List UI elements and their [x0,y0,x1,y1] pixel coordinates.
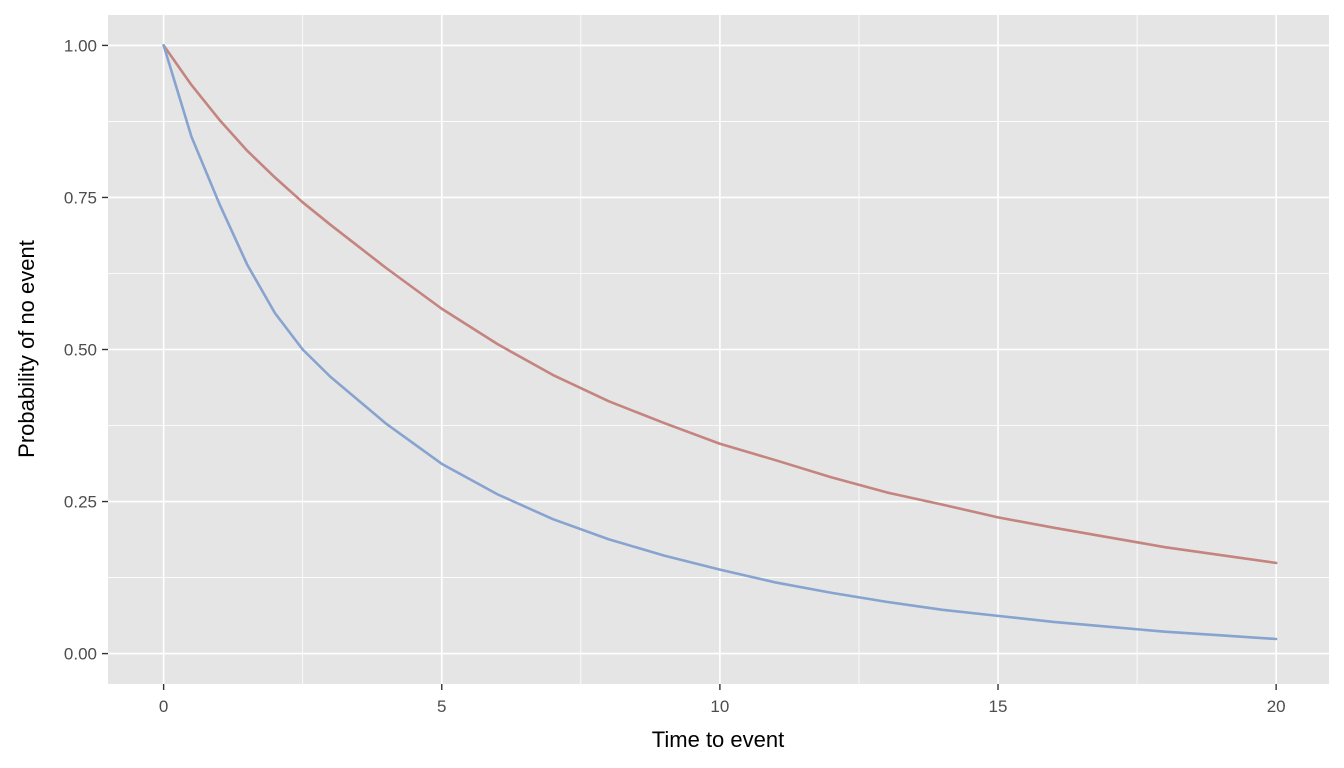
x-tick-label: 0 [159,697,168,716]
y-axis: 0.00 0.25 0.50 0.75 1.00 [64,36,108,664]
x-axis-title: Time to event [652,727,784,752]
y-tick-label: 0.75 [64,188,97,207]
x-tick-label: 20 [1267,697,1286,716]
major-gridlines [108,15,1329,684]
x-tick-label: 10 [710,697,729,716]
y-tick-label: 0.50 [64,341,97,360]
x-tick-label: 5 [437,697,446,716]
y-tick-label: 0.25 [64,493,97,512]
series-lines [162,44,1278,641]
y-tick-label: 1.00 [64,36,97,55]
series-line-1 [162,44,1278,565]
x-axis: 0 5 10 15 20 [159,684,1286,716]
series-line-2 [162,44,1278,641]
x-tick-label: 15 [989,697,1008,716]
y-tick-label: 0.00 [64,645,97,664]
y-axis-title: Probability of no event [14,240,39,458]
